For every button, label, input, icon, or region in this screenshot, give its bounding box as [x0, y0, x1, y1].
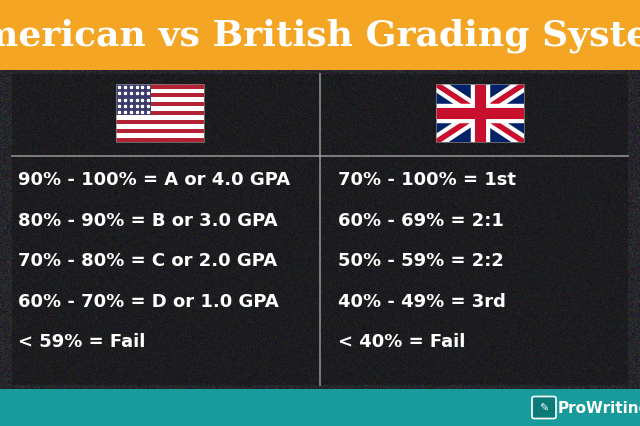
Text: 50% - 59% = 2:2: 50% - 59% = 2:2: [338, 252, 504, 270]
Text: 90% - 100% = A or 4.0 GPA: 90% - 100% = A or 4.0 GPA: [18, 171, 290, 189]
Bar: [116, 89, 204, 94]
Bar: [116, 103, 204, 107]
Bar: [116, 94, 204, 98]
Bar: [116, 125, 204, 130]
Text: < 40% = Fail: < 40% = Fail: [338, 332, 465, 351]
Text: 40% - 49% = 3rd: 40% - 49% = 3rd: [338, 292, 506, 310]
Text: ProWritingAid: ProWritingAid: [558, 400, 640, 415]
Bar: [116, 85, 204, 89]
Bar: [116, 98, 204, 103]
Bar: [116, 85, 204, 143]
Text: 70% - 100% = 1st: 70% - 100% = 1st: [338, 171, 516, 189]
Text: 80% - 90% = B or 3.0 GPA: 80% - 90% = B or 3.0 GPA: [18, 211, 278, 229]
FancyBboxPatch shape: [532, 397, 556, 418]
Bar: [116, 130, 204, 134]
Bar: [116, 121, 204, 125]
Text: ✎: ✎: [540, 403, 548, 412]
Bar: [116, 112, 204, 116]
Bar: [116, 116, 204, 121]
Bar: [116, 134, 204, 138]
Text: 60% - 69% = 2:1: 60% - 69% = 2:1: [338, 211, 504, 229]
Bar: [436, 85, 524, 143]
Bar: [116, 107, 204, 112]
Text: 60% - 70% = D or 1.0 GPA: 60% - 70% = D or 1.0 GPA: [18, 292, 279, 310]
Bar: [116, 85, 151, 116]
Bar: [12, 75, 628, 385]
Text: American vs British Grading System: American vs British Grading System: [0, 18, 640, 53]
Bar: [436, 85, 524, 143]
Bar: [116, 138, 204, 143]
Text: 70% - 80% = C or 2.0 GPA: 70% - 80% = C or 2.0 GPA: [18, 252, 277, 270]
Text: < 59% = Fail: < 59% = Fail: [18, 332, 145, 351]
